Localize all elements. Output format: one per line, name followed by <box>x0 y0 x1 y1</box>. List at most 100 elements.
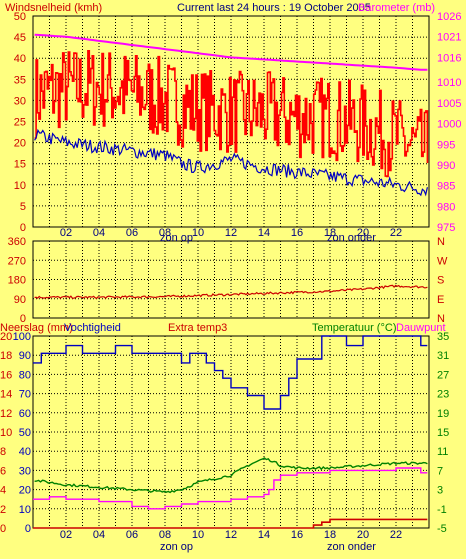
wind-x-tick-label: 20 <box>357 227 369 239</box>
barometer-y-tick-label: 1026 <box>437 11 461 23</box>
barometer-y-tick-label: 1021 <box>437 32 461 44</box>
wind-y-tick-label: 35 <box>14 74 26 86</box>
sunrise-label-bottom: zon op <box>160 541 193 553</box>
wind-y-tick-label: 0 <box>20 222 26 234</box>
wind-x-tick-label: 10 <box>192 227 204 239</box>
barometer-y-tick-label: 1005 <box>437 98 461 110</box>
chart-title: Current last 24 hours : 19 October 2005 <box>177 2 371 14</box>
temperature-line <box>34 457 428 494</box>
wind-y-tick-label: 45 <box>14 32 26 44</box>
rain-axis-label: Neerslag (mm) <box>0 322 73 334</box>
humidity-y-tick-label: 20 <box>19 485 31 497</box>
wind-x-tick-label: 04 <box>93 227 105 239</box>
temperature-y-tick-label: 31 <box>437 350 449 362</box>
barometer-axis-label: Barometer (mb) <box>358 2 435 14</box>
direction-compass-label: W <box>437 255 448 267</box>
humidity-axis-label: Vochtigheid <box>64 322 121 334</box>
rain-y-tick-label: 20 <box>0 331 12 343</box>
wind-y-tick-label: 30 <box>14 95 26 107</box>
temperature-y-tick-label: 23 <box>437 389 449 401</box>
humidity-y-tick-label: 100 <box>13 331 31 343</box>
humidity-y-tick-label: 70 <box>19 389 31 401</box>
direction-compass-label: E <box>437 294 444 306</box>
wind-x-tick-label: 14 <box>258 227 270 239</box>
barometer-y-tick-label: 980 <box>437 201 455 213</box>
temperature-y-tick-label: 27 <box>437 369 449 381</box>
rain-y-tick-label: 4 <box>0 485 6 497</box>
temperature-axis-label: Temperatuur (°C) <box>312 322 396 334</box>
wind-x-tick-label: 08 <box>159 227 171 239</box>
wind-y-tick-label: 5 <box>20 201 26 213</box>
humidity-y-tick-label: 10 <box>19 504 31 516</box>
humidity-line <box>33 335 428 410</box>
rain-y-tick-label: 0 <box>0 523 6 535</box>
wind-average-line <box>34 128 428 197</box>
humidity-x-tick-label: 06 <box>126 529 138 541</box>
humidity-y-tick-label: 40 <box>19 446 31 458</box>
barometer-y-tick-label: 1010 <box>437 77 461 89</box>
wind-x-tick-label: 18 <box>324 227 336 239</box>
humidity-x-tick-label: 14 <box>258 529 270 541</box>
rain-y-tick-label: 12 <box>0 408 12 420</box>
wind-y-tick-label: 15 <box>14 159 26 171</box>
temperature-y-tick-label: 19 <box>437 408 449 420</box>
barometer-y-tick-label: 995 <box>437 139 455 151</box>
humidity-x-tick-label: 20 <box>357 529 369 541</box>
rain-y-tick-label: 16 <box>0 369 12 381</box>
rain-y-tick-label: 10 <box>0 427 12 439</box>
rain-y-tick-label: 14 <box>0 389 12 401</box>
sunset-label-top: zon onder <box>327 232 376 244</box>
rain-y-tick-label: 8 <box>0 446 6 458</box>
barometer-y-tick-label: 985 <box>437 181 455 193</box>
temperature-y-tick-label: 15 <box>437 427 449 439</box>
temperature-y-tick-label: -1 <box>437 504 447 516</box>
wind-y-tick-label: 10 <box>14 180 26 192</box>
direction-y-tick-label: 360 <box>8 236 26 248</box>
direction-line <box>34 284 428 300</box>
humidity-y-tick-label: 50 <box>19 427 31 439</box>
dewpoint-line <box>33 467 428 510</box>
humidity-y-tick-label: 60 <box>19 408 31 420</box>
rain-y-tick-label: 2 <box>0 504 6 516</box>
rain-y-tick-label: 6 <box>0 465 6 477</box>
temperature-y-tick-label: 7 <box>437 465 443 477</box>
wind-axis-label: Windsnelheid (kmh) <box>5 2 102 14</box>
humidity-y-tick-label: 30 <box>19 465 31 477</box>
barometer-y-tick-label: 1016 <box>437 52 461 64</box>
wind-gust-line <box>34 49 429 178</box>
direction-compass-label: S <box>437 275 444 287</box>
humidity-x-tick-label: 12 <box>225 529 237 541</box>
direction-y-tick-label: 180 <box>8 275 26 287</box>
humidity-x-tick-label: 16 <box>291 529 303 541</box>
rain-y-tick-label: 18 <box>0 350 12 362</box>
wind-y-tick-label: 20 <box>14 138 26 150</box>
wind-y-tick-label: 50 <box>14 11 26 23</box>
humidity-x-tick-label: 10 <box>192 529 204 541</box>
dewpoint-axis-label: Dauwpunt <box>396 322 446 334</box>
humidity-y-tick-label: 80 <box>19 369 31 381</box>
wind-y-tick-label: 40 <box>14 53 26 65</box>
sunrise-label-top: zon op <box>160 232 193 244</box>
barometer-line <box>34 33 428 71</box>
wind-x-tick-label: 02 <box>60 227 72 239</box>
wind-x-tick-label: 22 <box>390 227 402 239</box>
wind-y-tick-label: 25 <box>14 117 26 129</box>
rain-line <box>33 518 428 529</box>
humidity-y-tick-label: 0 <box>25 523 31 535</box>
temperature-y-tick-label: 11 <box>437 446 448 458</box>
direction-y-tick-label: 270 <box>8 255 26 267</box>
direction-y-tick-label: 90 <box>14 294 26 306</box>
barometer-y-tick-label: 990 <box>437 160 455 172</box>
humidity-x-tick-label: 02 <box>60 529 72 541</box>
direction-compass-label: N <box>437 236 445 248</box>
humidity-x-tick-label: 04 <box>93 529 105 541</box>
humidity-y-tick-label: 90 <box>19 350 31 362</box>
extra-temp-label: Extra temp3 <box>168 322 227 334</box>
humidity-x-tick-label: 22 <box>390 529 402 541</box>
barometer-y-tick-label: 975 <box>437 222 455 234</box>
temperature-y-tick-label: -5 <box>437 523 447 535</box>
direction-compass-label: N <box>437 313 445 325</box>
temperature-y-tick-label: 35 <box>437 331 449 343</box>
